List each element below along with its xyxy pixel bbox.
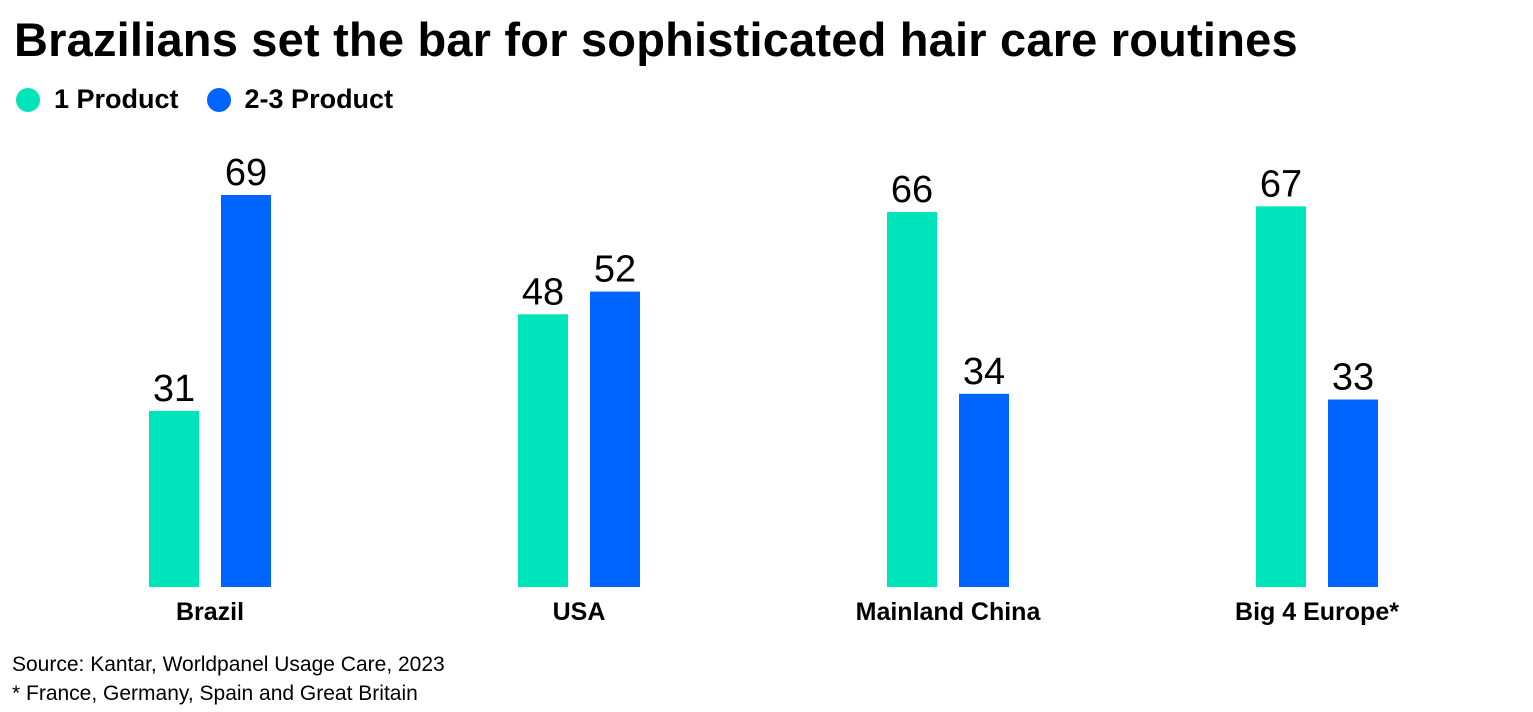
category-label-mainland-china: Mainland China bbox=[856, 598, 1042, 626]
bar-mainland-china-1-product bbox=[887, 212, 937, 587]
data-label-usa-2-3-product: 52 bbox=[594, 249, 636, 291]
data-label-mainland-china-2-3-product: 34 bbox=[963, 351, 1005, 393]
data-label-big-4-europe-1-product: 67 bbox=[1260, 163, 1302, 205]
source-text: Source: Kantar, Worldpanel Usage Care, 2… bbox=[12, 653, 445, 676]
bar-big-4-europe-2-3-product bbox=[1328, 399, 1378, 587]
bar-big-4-europe-1-product bbox=[1256, 206, 1306, 588]
category-label-brazil: Brazil bbox=[176, 598, 244, 626]
bar-usa-2-3-product bbox=[590, 291, 640, 587]
data-label-brazil-2-3-product: 69 bbox=[225, 152, 267, 194]
legend-item-2-3-product: 2-3 Product bbox=[206, 84, 394, 115]
bar-usa-1-product bbox=[518, 314, 568, 587]
category-label-usa: USA bbox=[553, 598, 606, 626]
legend-label-1-product: 1 Product bbox=[54, 84, 179, 114]
bar-chart: 31 69 Brazil 48 52 USA 66 34 Mainland China 67 33 B… bbox=[149, 152, 1399, 626]
category-label-big-4-europe: Big 4 Europe* bbox=[1235, 598, 1399, 626]
data-label-mainland-china-1-product: 66 bbox=[891, 169, 933, 211]
legend-swatch-1-product bbox=[16, 87, 40, 112]
legend-swatch-2-3-product bbox=[206, 87, 231, 112]
legend-label-2-3-product: 2-3 Product bbox=[244, 84, 394, 114]
bar-brazil-1-product bbox=[149, 410, 199, 587]
bar-brazil-2-3-product bbox=[221, 195, 271, 587]
footnote-text: * France, Germany, Spain and Great Brita… bbox=[12, 682, 418, 705]
data-label-usa-1-product: 48 bbox=[522, 271, 564, 313]
legend: 1 Product 2-3 Product bbox=[16, 84, 421, 115]
data-label-brazil-1-product: 31 bbox=[153, 368, 195, 410]
data-label-big-4-europe-2-3-product: 33 bbox=[1332, 357, 1374, 399]
chart-title: Brazilians set the bar for sophisticated… bbox=[14, 13, 1298, 66]
legend-item-1-product: 1 Product bbox=[16, 84, 179, 115]
bar-mainland-china-2-3-product bbox=[959, 393, 1009, 587]
source-notes: Source: Kantar, Worldpanel Usage Care, 2… bbox=[12, 650, 445, 708]
